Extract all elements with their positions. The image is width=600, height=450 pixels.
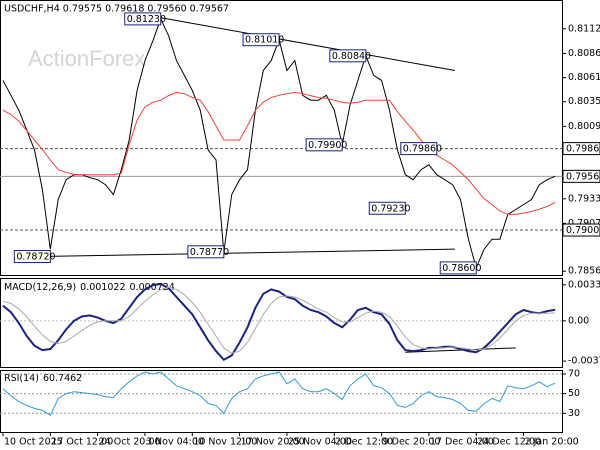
annotation-label: 0.81010 [245, 35, 284, 46]
price-annotation [400, 142, 438, 156]
annotation-label: 0.81230 [127, 14, 166, 25]
y-tick-label: 70 [568, 368, 580, 379]
price-annotation [368, 201, 406, 215]
watermark: ActionForex [28, 46, 145, 71]
y-tick-label: 0.003321 [568, 279, 600, 290]
trend-line [40, 248, 455, 258]
x-tick-label: 17 Dec 04:00 [430, 437, 494, 448]
level-label: 0.79567 [566, 171, 600, 182]
price-annotation [329, 49, 367, 63]
x-tick-label: 24 Oct 20:00 [99, 437, 161, 448]
x-tick-label: 3 Nov 04:00 [146, 437, 204, 448]
series-line [2, 371, 556, 417]
x-tick-label: 10 Nov 12:00 [193, 437, 257, 448]
price-annotation [13, 250, 51, 264]
macd-value: 0.001022 [80, 282, 125, 293]
level-label-box [562, 169, 600, 183]
annotation-label: 0.80840 [332, 51, 371, 62]
price-annotation [439, 261, 477, 275]
level-label-box [562, 142, 600, 156]
series-line [2, 286, 556, 354]
x-tick-label: 2 Jan 20:00 [525, 437, 579, 448]
rsi-value: 60.7462 [43, 373, 82, 384]
y-tick-label: -0.003723 [568, 356, 600, 367]
trend-line [405, 347, 516, 353]
level-label-box [562, 223, 600, 237]
level-label: 0.79860 [566, 144, 600, 155]
price-annotation [124, 12, 162, 26]
y-tick-label: 0.80355 [568, 96, 600, 107]
macd-panel [0, 278, 563, 368]
x-tick-label: 17 Nov 20:00 [241, 437, 305, 448]
annotation-label: 0.78720 [16, 252, 55, 263]
price-annotation [242, 33, 280, 47]
macd-header: MACD(12,26,9) 0.001022 0.000724 [4, 282, 175, 293]
rsi-header: RSI(14) 60.7462 [4, 373, 82, 384]
annotation-label: 0.78600 [442, 263, 481, 274]
rsi-panel [0, 370, 563, 433]
price-header: USDCHF,H4 0.79575 0.79618 0.79560 0.7956… [4, 4, 229, 15]
macd-title: MACD(12,26,9) [4, 282, 76, 293]
y-tick-label: 0.78565 [568, 266, 600, 277]
y-tick-label: 0.80865 [568, 48, 600, 59]
price-annotation [305, 138, 343, 152]
annotation-label: 0.79900 [308, 140, 347, 151]
annotation-label: 0.78770 [190, 247, 229, 258]
y-tick-label: 0.80095 [568, 121, 600, 132]
y-tick-label: 0.81125 [568, 23, 600, 34]
x-tick-label: 10 Oct 2025 [4, 437, 63, 448]
y-tick-label: 0.00 [568, 315, 589, 326]
annotation-label: 0.79860 [403, 144, 442, 155]
signal-value: 0.000724 [130, 282, 175, 293]
price-panel [0, 0, 563, 276]
price-annotation [187, 245, 225, 259]
x-tick-label: 9 Dec 20:00 [383, 437, 441, 448]
x-tick-label: 2 Dec 12:00 [335, 437, 393, 448]
series-line [2, 282, 556, 362]
x-tick-label: 17 Oct 12:00 [51, 437, 113, 448]
rsi-title: RSI(14) [4, 373, 39, 384]
y-tick-label: 50 [568, 388, 580, 399]
series-line [2, 91, 556, 215]
x-tick-label: 25 Nov 04:00 [288, 437, 352, 448]
trend-line [156, 16, 456, 71]
annotation-label: 0.79230 [371, 203, 410, 214]
x-tick-label: 24 Dec 12:00 [477, 437, 541, 448]
y-tick-label: 30 [568, 408, 580, 419]
